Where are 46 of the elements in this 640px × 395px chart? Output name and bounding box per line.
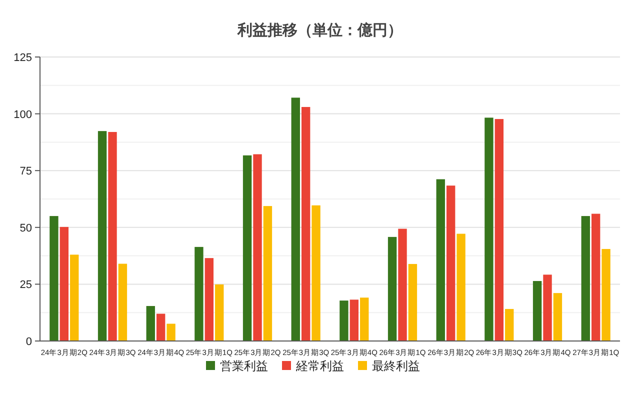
bar xyxy=(446,186,456,341)
bar xyxy=(494,119,504,341)
y-tick-label: 75 xyxy=(20,166,32,178)
bar xyxy=(194,246,204,341)
bar xyxy=(312,205,320,341)
bar xyxy=(108,132,117,341)
bar xyxy=(360,298,369,341)
y-tick-label: 125 xyxy=(14,52,32,64)
bar xyxy=(70,254,79,341)
bar xyxy=(204,258,214,341)
bar xyxy=(156,314,166,341)
bar xyxy=(215,284,224,341)
bar xyxy=(543,274,552,341)
bar xyxy=(456,234,466,341)
legend-label: 営業利益 xyxy=(220,359,268,373)
bar xyxy=(98,131,107,341)
bar xyxy=(253,154,262,341)
bar xyxy=(602,248,610,341)
chart-title: 利益推移（単位：億円） xyxy=(236,22,402,39)
bar xyxy=(591,214,600,341)
legend-label: 最終利益 xyxy=(372,359,420,373)
legend-label: 経常利益 xyxy=(295,359,344,373)
bar xyxy=(350,300,359,341)
bar xyxy=(408,264,418,341)
bar xyxy=(291,98,300,341)
bar xyxy=(436,179,445,341)
bar xyxy=(242,155,252,341)
bar xyxy=(581,216,590,341)
bar xyxy=(263,206,272,341)
bar xyxy=(301,106,310,341)
bar xyxy=(340,300,348,341)
bar xyxy=(398,228,407,341)
y-tick-label: 50 xyxy=(20,222,32,234)
bar xyxy=(118,264,128,341)
bar xyxy=(484,118,494,341)
bar xyxy=(388,236,397,341)
y-tick-label: 0 xyxy=(26,336,32,348)
y-tick-label: 25 xyxy=(20,279,32,292)
bar xyxy=(532,281,542,341)
bar xyxy=(50,216,58,341)
bar xyxy=(166,324,176,341)
bar xyxy=(553,293,562,341)
bar xyxy=(505,308,514,341)
bar xyxy=(146,306,155,341)
bar xyxy=(60,226,69,341)
y-tick-label: 100 xyxy=(14,108,32,121)
